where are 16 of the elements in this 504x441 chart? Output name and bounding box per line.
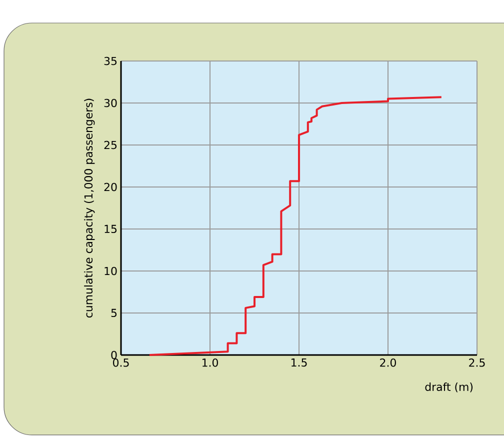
- line-series: [148, 96, 442, 356]
- x-tick-label: 2.0: [380, 358, 396, 367]
- x-tick-label: 1.5: [291, 358, 307, 367]
- y-tick-label: 35: [104, 56, 117, 66]
- y-tick-label: 20: [104, 182, 117, 192]
- x-axis-title: draft (m): [425, 382, 473, 392]
- y-tick-label: 25: [104, 140, 117, 150]
- y-tick-label: 15: [104, 224, 117, 234]
- y-tick-label: 5: [111, 308, 117, 318]
- x-tick-label: 2.5: [469, 358, 485, 367]
- y-axis-title: cumulative capacity (1,000 passengers): [84, 98, 95, 318]
- x-tick-label: 0.5: [113, 358, 129, 367]
- y-tick-label: 10: [104, 266, 117, 276]
- x-tick-label: 1.0: [202, 358, 218, 367]
- y-tick-label: 30: [104, 98, 117, 108]
- y-tick-label: 0: [111, 350, 117, 360]
